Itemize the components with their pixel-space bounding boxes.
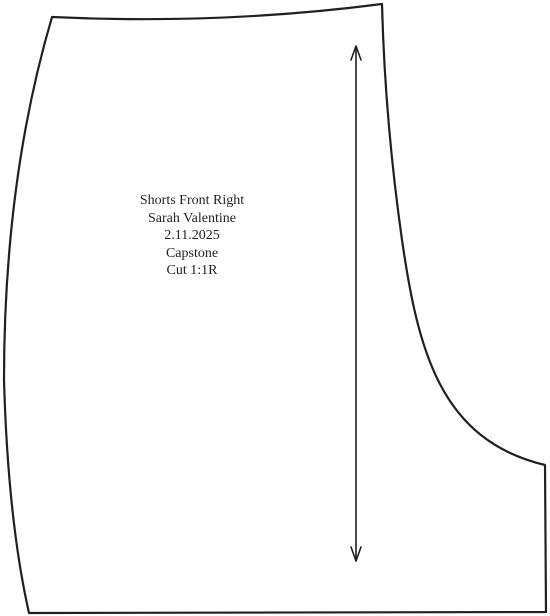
grainline-arrowhead-bottom bbox=[350, 546, 362, 562]
project-label: Capstone bbox=[165, 245, 219, 261]
designer-name-label: Sarah Valentine bbox=[148, 210, 236, 226]
piece-name-label: Shorts Front Right bbox=[139, 193, 245, 208]
grainline-arrowhead-top bbox=[350, 45, 362, 61]
grainline-arrow bbox=[350, 45, 362, 562]
cut-instruction-label: Cut 1:1R bbox=[166, 263, 218, 278]
date-label: 2.11.2025 bbox=[164, 228, 220, 243]
pattern-label: Shorts Front Right Sarah Valentine 2.11.… bbox=[92, 192, 292, 280]
